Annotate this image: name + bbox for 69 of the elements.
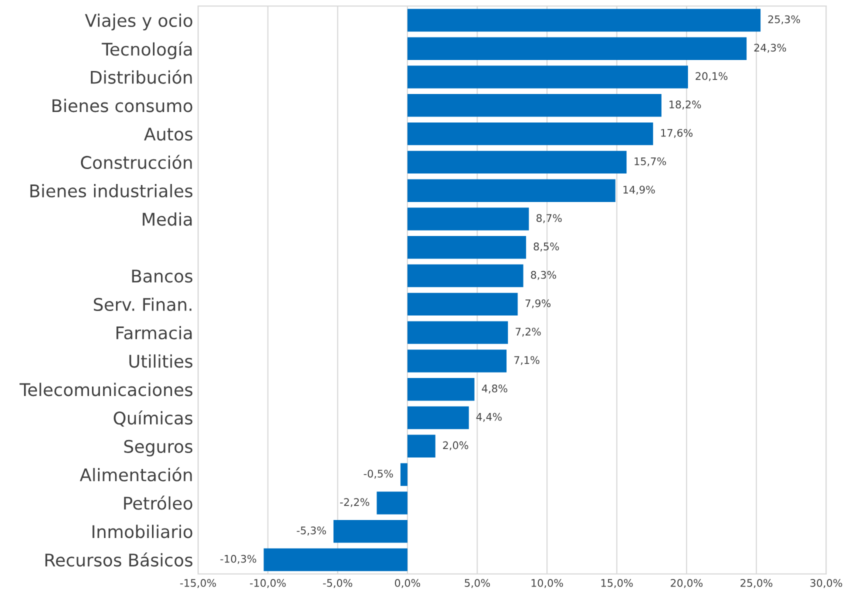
y-tick-label: Bienes industriales bbox=[30, 184, 192, 198]
y-tick-label: Farmacia bbox=[116, 326, 192, 340]
data-label: -10,3% bbox=[220, 554, 256, 564]
y-tick-label: Bienes consumo bbox=[52, 98, 192, 112]
data-label: 8,7% bbox=[536, 214, 562, 224]
x-tick-label: 10,0% bbox=[532, 579, 563, 588]
bar bbox=[376, 492, 408, 514]
bar bbox=[407, 94, 662, 117]
y-tick-label: Distribución bbox=[90, 70, 192, 84]
data-label: 4,4% bbox=[476, 412, 502, 422]
data-label: 7,9% bbox=[526, 299, 551, 308]
data-label: 24,3% bbox=[754, 44, 786, 53]
bar bbox=[407, 264, 524, 288]
y-tick-label: Seguros bbox=[124, 440, 192, 456]
y-tick-label: Media bbox=[142, 212, 192, 226]
data-label: 7,2% bbox=[516, 328, 541, 337]
x-tick-label: 15,0% bbox=[601, 579, 633, 588]
y-tick-label: Viajes y ocio bbox=[84, 14, 192, 30]
bar bbox=[407, 8, 761, 32]
bar bbox=[407, 236, 526, 259]
y-tick-label: Tecnología bbox=[102, 42, 192, 60]
y-tick-label: Alimentación bbox=[80, 467, 192, 482]
x-tick-label: -5,0% bbox=[323, 579, 352, 588]
data-label: 25,3% bbox=[768, 15, 800, 24]
y-tick-label: Químicas bbox=[114, 410, 192, 427]
y-tick-label: Construcción bbox=[80, 154, 192, 170]
data-label: 7,1% bbox=[514, 356, 540, 366]
data-label: 4,8% bbox=[482, 384, 508, 394]
data-label: -0,5% bbox=[364, 470, 393, 479]
y-tick-label: Inmobiliario bbox=[92, 524, 192, 538]
x-tick-label: -15,0% bbox=[180, 579, 216, 588]
x-tick-label: -10,0% bbox=[250, 579, 286, 588]
bar bbox=[407, 66, 688, 88]
bar bbox=[407, 292, 518, 316]
x-tick-label: 25,0% bbox=[740, 579, 772, 588]
x-tick-label: 5,0% bbox=[464, 579, 490, 588]
bar bbox=[400, 463, 408, 486]
y-tick-label: Telecomunicaciones bbox=[20, 382, 192, 396]
data-label: 2,0% bbox=[443, 441, 468, 450]
data-label: -2,2% bbox=[340, 498, 370, 508]
data-label: 20,1% bbox=[696, 72, 728, 82]
bar bbox=[407, 208, 529, 230]
data-label: 8,3% bbox=[530, 270, 556, 280]
y-tick-label: Bancos bbox=[132, 270, 192, 283]
bar bbox=[407, 179, 616, 202]
data-label: -5,3% bbox=[296, 526, 326, 536]
data-label: 15,7% bbox=[634, 157, 666, 166]
y-tick-label: Autos bbox=[144, 128, 192, 141]
bar bbox=[333, 520, 408, 543]
y-tick-label: Utilities bbox=[129, 354, 192, 368]
data-label: 14,9% bbox=[623, 186, 655, 195]
x-tick-label: 0,0% bbox=[394, 579, 420, 588]
bar bbox=[407, 406, 469, 430]
bar bbox=[407, 321, 508, 344]
y-tick-label: Petróleo bbox=[124, 496, 192, 510]
y-tick-label: Serv. Finan. bbox=[94, 298, 192, 312]
bar bbox=[407, 37, 747, 60]
data-label: 18,2% bbox=[670, 100, 701, 110]
bar bbox=[407, 434, 436, 458]
x-tick-label: 30,0% bbox=[810, 579, 842, 588]
bar bbox=[407, 150, 627, 174]
bar bbox=[407, 122, 654, 146]
x-tick-label: 20,0% bbox=[670, 579, 703, 588]
y-tick-label: Recursos Básicos bbox=[45, 552, 192, 567]
bar bbox=[264, 548, 408, 572]
data-label: 17,6% bbox=[661, 128, 693, 138]
bar bbox=[407, 378, 474, 401]
data-label: 8,5% bbox=[534, 242, 559, 252]
bar bbox=[407, 350, 507, 372]
